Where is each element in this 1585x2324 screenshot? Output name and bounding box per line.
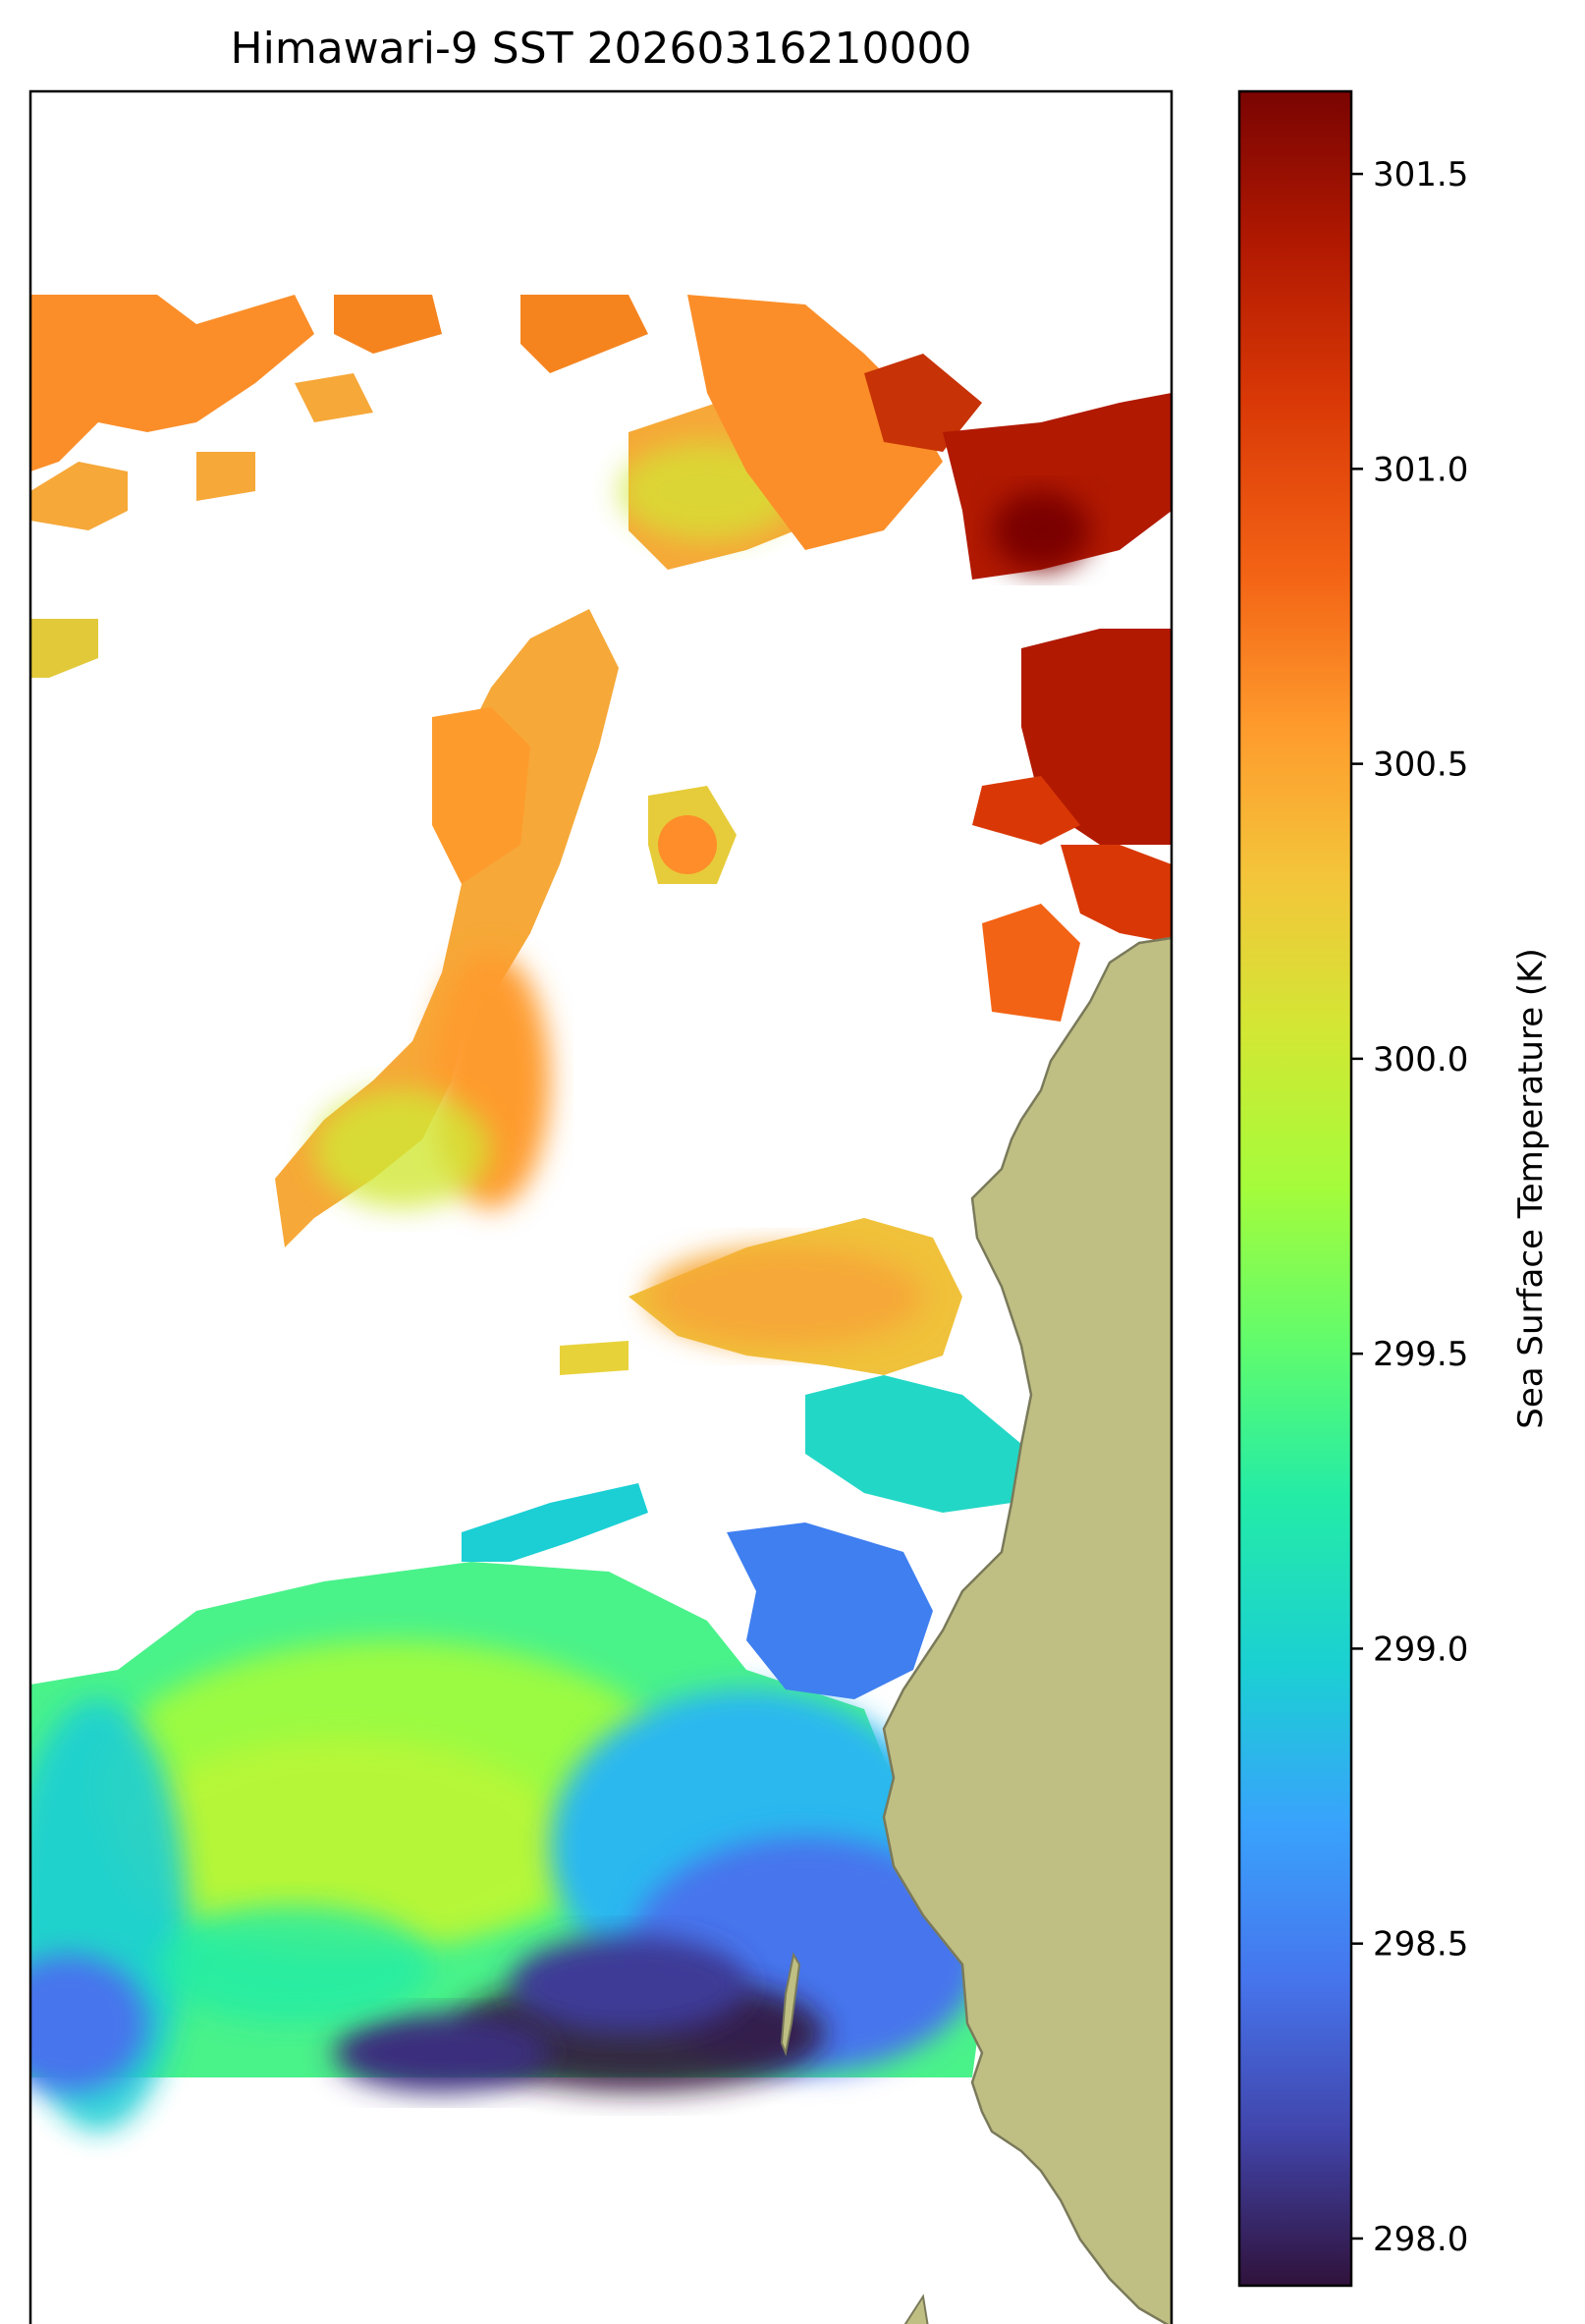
colorbar-tick-label: 298.5: [1373, 1925, 1468, 1964]
island: [780, 1952, 801, 2057]
colorbar-tick-label: 301.5: [1373, 155, 1468, 194]
colorbar-tick-label: 299.5: [1373, 1335, 1468, 1374]
colorbar-tick-label: 301.0: [1373, 450, 1468, 489]
colorbar-tick-label: 299.0: [1373, 1630, 1468, 1669]
colorbar-tick-label: 300.5: [1373, 746, 1468, 785]
colorbar-ticks: 298.0 298.5 299.0 299.5 300.0 300.5 301.0 301.5: [1351, 155, 1468, 2259]
colorbar-tick-label: 300.0: [1373, 1040, 1468, 1079]
sst-central-patches: [30, 609, 737, 1247]
map-panel: [30, 91, 1172, 2324]
land-mass: [882, 936, 1172, 2324]
sst-southern-pool: [30, 1562, 982, 2131]
colorbar-label: Sea Surface Temperature (K): [1511, 948, 1551, 1428]
map-frame: [28, 89, 1174, 2324]
coast-peninsula: [903, 2294, 929, 2324]
sst-mid-band: [462, 1218, 1021, 1699]
map-title: Himawari-9 SST 20260316210000: [231, 24, 972, 74]
colorbar-tick-label: 298.0: [1373, 2220, 1468, 2259]
colorbar: 298.0 298.5 299.0 299.5 300.0 300.5 301.0 301.5…: [1237, 89, 1551, 2288]
colorbar-gradient: [1237, 89, 1353, 2288]
sst-northern-patches: [30, 295, 1172, 1022]
